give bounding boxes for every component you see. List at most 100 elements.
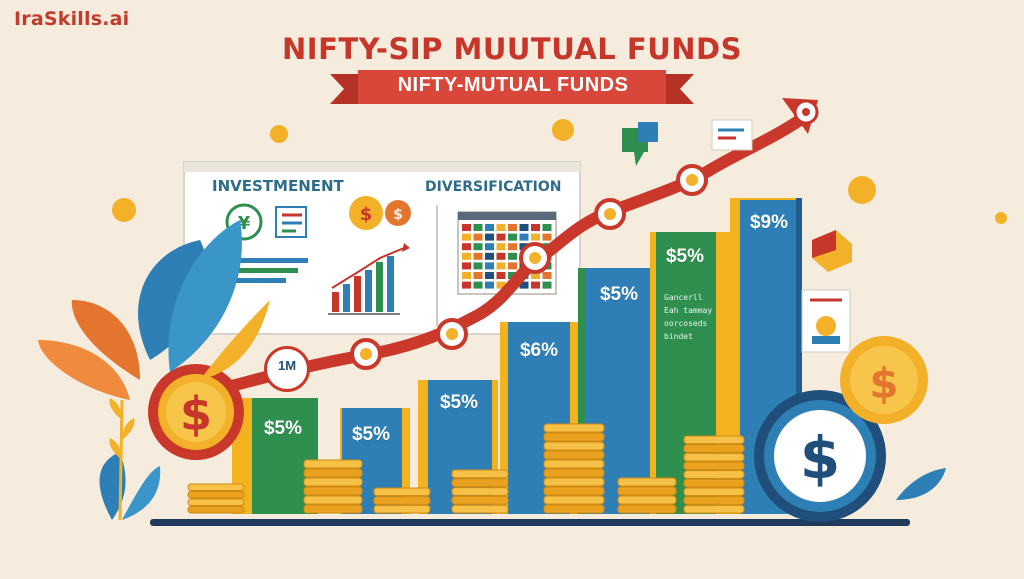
- coin: [303, 459, 363, 469]
- calendar-cell: [473, 224, 483, 231]
- calendar-cell: [473, 233, 483, 241]
- svg-text:$: $: [180, 387, 212, 441]
- svg-text:$: $: [393, 207, 403, 223]
- coin: [683, 487, 745, 497]
- coin: [543, 450, 605, 460]
- arrow-node-center: [686, 174, 698, 186]
- calendar-cell: [496, 233, 506, 241]
- calendar-cell: [508, 243, 517, 251]
- bar-label: $6%: [519, 340, 559, 361]
- calendar-cell: [519, 233, 529, 241]
- coin: [303, 504, 363, 514]
- calendar-cell: [531, 272, 540, 279]
- arrow-node-center: [604, 208, 616, 220]
- dashboard-panel: ¥ $ $: [183, 161, 581, 335]
- page-title: NIFTY-SIP MUUTUAL FUNDS: [282, 32, 742, 66]
- coin: [617, 486, 677, 496]
- calendar-cell: [531, 224, 540, 231]
- bar-label: $9%: [749, 212, 789, 233]
- coin: [451, 495, 509, 505]
- bar-label: $5%: [439, 392, 479, 413]
- calendar-cell: [473, 262, 483, 270]
- mini-bar-chart: [328, 243, 410, 315]
- investment-heading: INVESTMENENT: [212, 177, 344, 195]
- bar-label: $5%: [599, 284, 639, 305]
- calendar-cell: [485, 233, 494, 241]
- calendar-cell: [485, 224, 494, 231]
- calendar-cell: [496, 252, 506, 260]
- coin: [617, 477, 677, 487]
- line-badge: [264, 346, 310, 392]
- diversification-heading: DIVERSIFICATION: [425, 179, 562, 195]
- calendar-cell: [531, 281, 540, 289]
- arrow-node-center: [529, 252, 541, 264]
- calendar-cell: [508, 272, 517, 279]
- line-badge-label: 1M: [277, 358, 297, 373]
- calendar-cell: [462, 233, 471, 241]
- calendar-cell: [462, 281, 471, 289]
- side-note-line: Eah tammay: [664, 306, 713, 315]
- bar-label: $5%: [263, 418, 303, 439]
- calendar-cell: [462, 262, 471, 270]
- arrow-node-center: [360, 348, 372, 360]
- calendar-cell: [542, 224, 552, 231]
- calendar-cell: [531, 233, 540, 241]
- coin: [187, 498, 245, 506]
- coin: [187, 483, 245, 491]
- coin: [683, 444, 745, 453]
- calendar-cell: [496, 272, 506, 279]
- coin: [617, 495, 677, 505]
- brand-logo: IraSkills.ai: [14, 8, 130, 30]
- coin: [683, 470, 745, 479]
- coin: [451, 469, 509, 479]
- calendar-cell: [508, 224, 517, 231]
- calendar-cell: [508, 252, 517, 260]
- coin: [683, 435, 745, 445]
- coin: [451, 478, 509, 488]
- calendar-cell: [462, 243, 471, 251]
- coin: [543, 486, 605, 496]
- calendar-cell: [485, 243, 494, 251]
- calendar-cell: [519, 281, 529, 289]
- floor-line: [150, 519, 910, 526]
- arrow-node-center: [446, 328, 458, 340]
- coin: [373, 496, 431, 505]
- coin: [543, 423, 605, 433]
- calendar-cell: [542, 281, 552, 289]
- coin: [683, 478, 745, 488]
- coin: [303, 486, 363, 496]
- coin: [683, 496, 745, 505]
- coin: [187, 506, 245, 514]
- coin: [617, 504, 677, 514]
- dollar-coin-icon: $: [148, 364, 244, 460]
- calendar-cell: [496, 243, 506, 251]
- coin: [683, 504, 745, 514]
- calendar-cell: [542, 272, 552, 279]
- dollar-coin-icon: $: [840, 336, 928, 424]
- coin: [683, 461, 745, 471]
- floating-coins: [112, 119, 1007, 224]
- coin: [543, 459, 605, 469]
- calendar-cell: [473, 252, 483, 260]
- leaf-icon: [896, 468, 946, 500]
- coin: [451, 504, 509, 514]
- calendar-cell: [473, 272, 483, 279]
- svg-text:$: $: [360, 204, 373, 225]
- coin: [303, 477, 363, 487]
- coin: [543, 495, 605, 505]
- coin: [543, 504, 605, 514]
- arrow-nodes: [350, 164, 708, 370]
- calendar-cell: [496, 281, 506, 289]
- bar-label: $5%: [665, 246, 705, 267]
- calendar-cell: [508, 233, 517, 241]
- calendar-cell: [542, 233, 552, 241]
- target-icon: [793, 99, 819, 125]
- title-ribbon: [330, 70, 694, 104]
- coin: [543, 477, 605, 487]
- award-icon: [801, 289, 851, 353]
- document-icon: [711, 119, 753, 151]
- chat-bubble-icon: [622, 122, 658, 166]
- svg-text:$: $: [869, 359, 898, 408]
